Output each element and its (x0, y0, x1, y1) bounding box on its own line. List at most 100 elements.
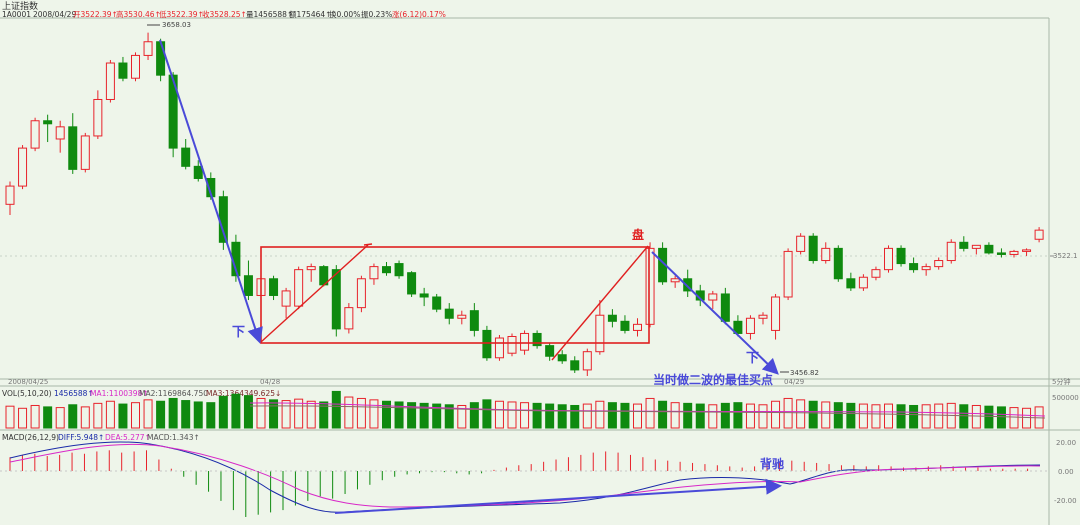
volume-bar (846, 402, 856, 429)
annot-divergence: 背驰 (760, 456, 784, 471)
quote-high: 高3530.46↑ (116, 9, 161, 19)
vol-legend-ma2: MA2:1169864.750 (139, 389, 208, 398)
candle-down (469, 310, 479, 331)
candle-down (243, 275, 253, 296)
divergence-arrow (334, 478, 782, 514)
quote-turnover: 换0.00% (329, 9, 360, 19)
volume-bar (231, 393, 241, 429)
candle-down (557, 354, 567, 362)
macd-histogram (9, 450, 1029, 517)
candle-down (482, 329, 492, 359)
macd-legend-macd: MACD:1.343↑ (147, 433, 200, 442)
volume-bar (168, 397, 178, 429)
candle-down (532, 332, 542, 347)
candle-down (570, 360, 580, 371)
quote-volume: 量1456588↑ (246, 10, 293, 19)
macd-diff-line (9, 441, 1041, 513)
volume-bar (394, 401, 404, 429)
volume-bar (407, 402, 417, 429)
volume-bars (5, 390, 1044, 429)
candle-down (620, 320, 630, 331)
vol-legend-ma3: MA3:1364349.625↓ (206, 389, 281, 398)
down-arrow-2 (651, 251, 779, 375)
quote-amount: 额175464↑ (289, 9, 331, 19)
quote-date: 2008/04/29 (33, 10, 76, 19)
candle-up (494, 337, 504, 359)
volume-bar (858, 403, 868, 429)
candle-up (783, 250, 793, 298)
quote-close: 收3528.25↑ (202, 9, 247, 19)
candle-up (281, 290, 291, 307)
volume-bar (344, 396, 354, 429)
index-code: 1A0001 (2, 10, 31, 19)
volume-bar (745, 403, 755, 429)
date-label-1: 2008/04/25 (8, 378, 48, 386)
volume-bar (43, 406, 53, 429)
consolidation-box (260, 246, 650, 344)
red-arrow-head (363, 243, 373, 246)
volume-bar (633, 403, 642, 429)
volume-bar (771, 400, 781, 429)
volume-bar (80, 406, 90, 429)
volume-bar (520, 402, 530, 429)
candle-down (808, 235, 818, 262)
candle-up (5, 185, 15, 205)
candle-down (846, 278, 856, 289)
volume-bar (909, 404, 919, 429)
candle-down (118, 62, 128, 79)
volume-bar (984, 405, 994, 429)
volume-bar (532, 402, 542, 429)
candle-down (68, 126, 78, 170)
candle-down (218, 196, 228, 243)
candle-up (294, 269, 304, 307)
candle-up (105, 62, 115, 100)
volume-bar (557, 404, 567, 429)
macd-tick-neg20: -20.00 (1054, 497, 1077, 505)
volume-bar (156, 400, 166, 429)
right-price-tick: 3522.1 (1053, 252, 1078, 260)
volume-bar (507, 401, 517, 429)
candle-down (607, 314, 617, 322)
candle-up (93, 98, 103, 137)
candle-down (909, 263, 919, 271)
candle-down (996, 252, 1006, 255)
vol-legend-title: VOL(5,10,20) (2, 389, 52, 398)
candle-down (959, 241, 969, 249)
candle-up (971, 244, 981, 249)
candle-down (833, 247, 843, 280)
volume-bar (934, 403, 944, 429)
candle-up (946, 241, 956, 262)
candle-down (168, 74, 178, 149)
candle-up (645, 247, 655, 325)
candle-up (131, 54, 140, 79)
candle-down (984, 244, 994, 254)
candle-up (670, 278, 680, 283)
volume-bar (118, 403, 128, 429)
volume-bar (469, 402, 479, 429)
volume-bar (645, 397, 655, 429)
volume-bar (5, 405, 15, 429)
candle-up (821, 247, 831, 262)
volume-bar (884, 403, 893, 429)
candle-down (331, 269, 341, 330)
candle-up (595, 314, 605, 353)
candle-down (683, 278, 693, 292)
candle-up (871, 269, 881, 278)
date-label-3: 04/29 (784, 378, 804, 386)
red-up-line-2 (551, 245, 649, 361)
candle-up (633, 323, 642, 331)
volume-bar (971, 404, 981, 429)
volume-bar (494, 400, 504, 429)
volume-bar (319, 401, 329, 429)
volume-bar (382, 400, 391, 429)
candle-up (771, 296, 781, 331)
volume-bar (356, 397, 366, 429)
volume-bar (545, 403, 555, 429)
quote-amplitude: 振0.23% (361, 9, 392, 19)
candle-up (758, 314, 768, 319)
volume-bar (733, 402, 743, 429)
annot-down-2: 下 (746, 351, 759, 366)
volume-bar (670, 402, 680, 429)
volume-bar (269, 399, 279, 429)
